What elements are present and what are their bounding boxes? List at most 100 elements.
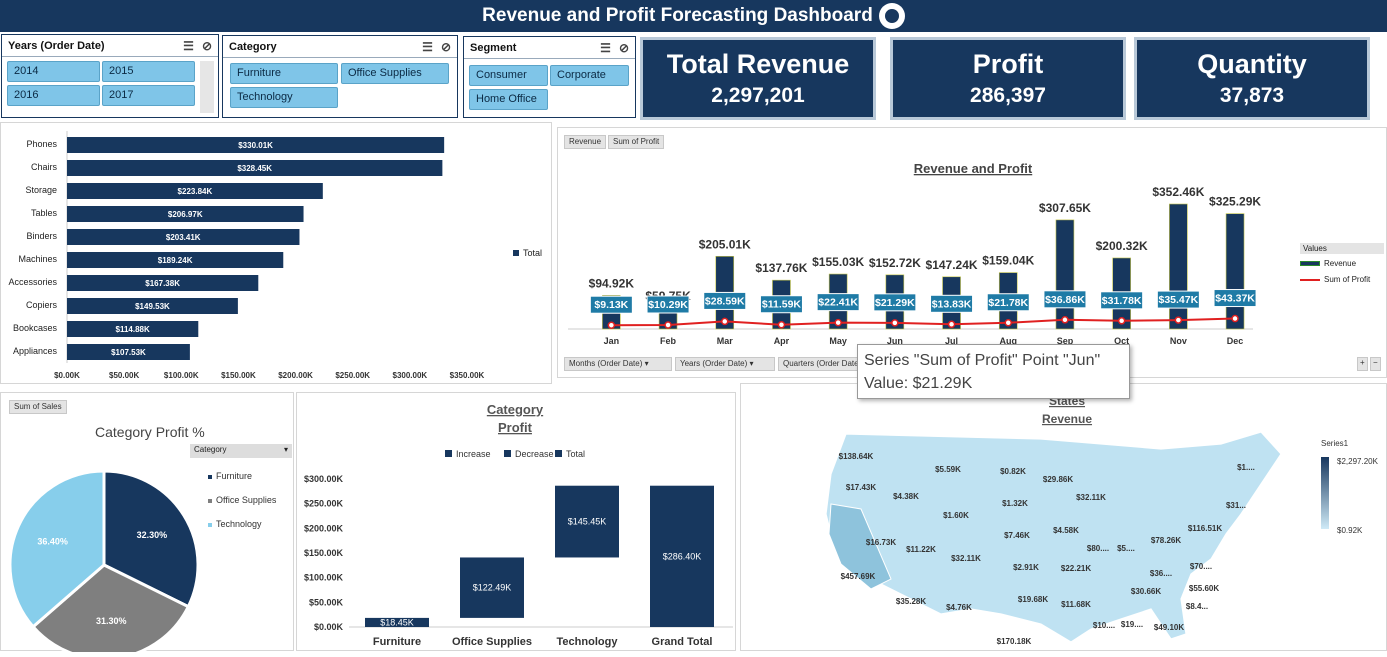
- expand-field-button[interactable]: +: [1357, 357, 1368, 371]
- quarters-filter-button[interactable]: Quarters (Order Date): [778, 357, 858, 371]
- bar-data-label: $206.97K: [168, 210, 203, 219]
- map-state-label: $11.22K: [906, 545, 936, 554]
- pie-data-label: 31.30%: [96, 616, 127, 626]
- years-filter-button[interactable]: Years (Order Date) ▾: [675, 357, 775, 371]
- multi-select-icon[interactable]: ☰: [183, 38, 194, 53]
- map-legend-max: $2,297.20K: [1337, 457, 1379, 466]
- segment-slicer: Segment ☰ ⊘ Consumer Corporate Home Offic…: [463, 36, 636, 118]
- sum-of-sales-field-button[interactable]: Sum of Sales: [9, 400, 67, 414]
- profit-marker: [891, 319, 899, 327]
- bar-x-tick-label: $300.00K: [393, 371, 428, 380]
- clear-filter-icon[interactable]: ⊘: [618, 40, 629, 55]
- dashboard-title-bar: Revenue and Profit Forecasting Dashboard: [0, 0, 1387, 32]
- revenue-bar: [1225, 213, 1245, 330]
- map-state-label: $78.26K: [1151, 536, 1181, 545]
- map-state-label: $30.66K: [1131, 587, 1161, 596]
- kpi-label: Total Revenue: [666, 49, 850, 79]
- pie-legend-header[interactable]: Category ▾: [190, 444, 292, 458]
- pie-slice: [8, 469, 106, 629]
- waterfall-y-tick-label: $0.00K: [314, 622, 344, 632]
- month-label: Nov: [1170, 336, 1187, 346]
- revenue-data-label: $307.65K: [1039, 201, 1091, 215]
- waterfall-bar: [650, 485, 714, 627]
- profit-label-box: [986, 293, 1030, 312]
- month-label: Dec: [1227, 336, 1244, 346]
- profit-data-label: $43.37K: [1215, 293, 1255, 305]
- profit-label-box: [873, 293, 917, 312]
- states-revenue-map-panel[interactable]: States Revenue $138.64K $5.59K $0.82K $29.86K…: [740, 383, 1387, 651]
- category-profit-pie-panel[interactable]: Sum of Sales Category Profit % Category ▾…: [0, 392, 294, 652]
- years-slicer: Years (Order Date) ☰ ⊘ 2014 2015 2016 201…: [1, 34, 219, 118]
- slicer-scrollbar[interactable]: [200, 61, 214, 113]
- bar: [67, 160, 443, 176]
- map-state-label: $7.46K: [1004, 531, 1030, 540]
- slicer-item-consumer[interactable]: Consumer: [469, 65, 548, 86]
- collapse-field-button[interactable]: −: [1370, 357, 1381, 371]
- kpi-label: Profit: [972, 49, 1044, 79]
- pie-legend-swatch: [208, 475, 212, 479]
- github-icon[interactable]: [878, 3, 905, 29]
- slicer-item-home-office[interactable]: Home Office: [469, 89, 548, 110]
- slicer-item-furniture[interactable]: Furniture: [230, 63, 338, 84]
- month-label: May: [829, 336, 847, 346]
- map-state-label: $22.21K: [1061, 564, 1091, 573]
- map-state-label: $5.59K: [935, 465, 961, 474]
- dropdown-arrow-icon: ▾: [283, 445, 288, 454]
- revenue-legend-label: Revenue: [1324, 259, 1357, 268]
- bar-x-tick-label: $150.00K: [221, 371, 256, 380]
- map-state-label: $4.76K: [946, 603, 972, 612]
- clear-filter-icon[interactable]: ⊘: [440, 39, 451, 54]
- subcategory-bar-chart-panel[interactable]: Phones $330.01K Chairs $328.45K Storage $223.…: [0, 122, 552, 384]
- slicer-item-2015[interactable]: 2015: [102, 61, 195, 82]
- map-state-label: $35.28K: [896, 597, 926, 606]
- pie-legend-header-label: Category: [194, 445, 227, 454]
- map-state-label: $5....: [1117, 544, 1135, 553]
- month-label: Sep: [1057, 336, 1074, 346]
- revenue-bar: [1169, 203, 1188, 330]
- slicer-item-office-supplies[interactable]: Office Supplies: [341, 63, 449, 84]
- map-legend-title: Series1: [1321, 439, 1349, 448]
- bar-category-label: Binders: [26, 231, 57, 241]
- months-filter-label: Months (Order Date): [569, 359, 643, 368]
- slicer-item-2017[interactable]: 2017: [102, 85, 195, 106]
- waterfall-y-tick-label: $150.00K: [304, 548, 344, 558]
- pie-slice: [102, 469, 200, 609]
- waterfall-legend-label: Decrease: [515, 449, 554, 459]
- months-filter-button[interactable]: Months (Order Date) ▾: [564, 357, 672, 371]
- map-state-label: $457.69K: [841, 572, 876, 581]
- map-state-label: $17.43K: [846, 483, 876, 492]
- bar-x-tick-label: $50.00K: [109, 371, 139, 380]
- map-state-label: $116.51K: [1188, 524, 1222, 533]
- multi-select-icon[interactable]: ☰: [422, 39, 433, 54]
- slicer-item-2016[interactable]: 2016: [7, 85, 100, 106]
- slicer-item-2014[interactable]: 2014: [7, 61, 100, 82]
- profit-data-label: $36.86K: [1045, 294, 1085, 306]
- bar: [67, 298, 238, 314]
- profit-data-label: $35.47K: [1158, 294, 1198, 306]
- revenue-profit-chart-panel[interactable]: Revenue Sum of Profit Revenue and Profit…: [557, 127, 1387, 378]
- map-state-label: $80....: [1087, 544, 1109, 553]
- multi-select-icon[interactable]: ☰: [600, 40, 611, 55]
- years-slicer-title: Years (Order Date): [8, 39, 105, 52]
- waterfall-legend-label: Total: [566, 449, 585, 459]
- category-profit-waterfall-panel[interactable]: Category Profit Increase Decrease Total $0.00…: [296, 392, 736, 651]
- waterfall-title: Profit: [498, 420, 533, 435]
- slicer-item-technology[interactable]: Technology: [230, 87, 338, 108]
- pie-legend-label: Furniture: [216, 471, 253, 481]
- slicer-item-corporate[interactable]: Corporate: [550, 65, 629, 86]
- clear-filter-icon[interactable]: ⊘: [201, 38, 212, 53]
- map-state-label: $1.60K: [943, 511, 969, 520]
- category-profit-waterfall-chart: Category Profit Increase Decrease Total $0.00…: [304, 402, 733, 648]
- profit-marker: [777, 320, 786, 329]
- bar-data-label: $107.53K: [111, 348, 146, 357]
- waterfall-y-tick-label: $200.00K: [304, 523, 344, 533]
- bar-chart-legend: Total: [513, 248, 542, 258]
- profit-data-label: $13.83K: [932, 298, 972, 310]
- profit-label-box: [816, 293, 860, 312]
- profit-data-label: $31.78K: [1102, 295, 1142, 307]
- sum-of-profit-field-button[interactable]: Sum of Profit: [608, 135, 665, 149]
- revenue-data-label: $200.32K: [1096, 239, 1148, 253]
- map-state-label: $8.4...: [1186, 602, 1208, 611]
- waterfall-legend-swatch: [555, 450, 562, 457]
- revenue-field-button[interactable]: Revenue: [564, 135, 607, 149]
